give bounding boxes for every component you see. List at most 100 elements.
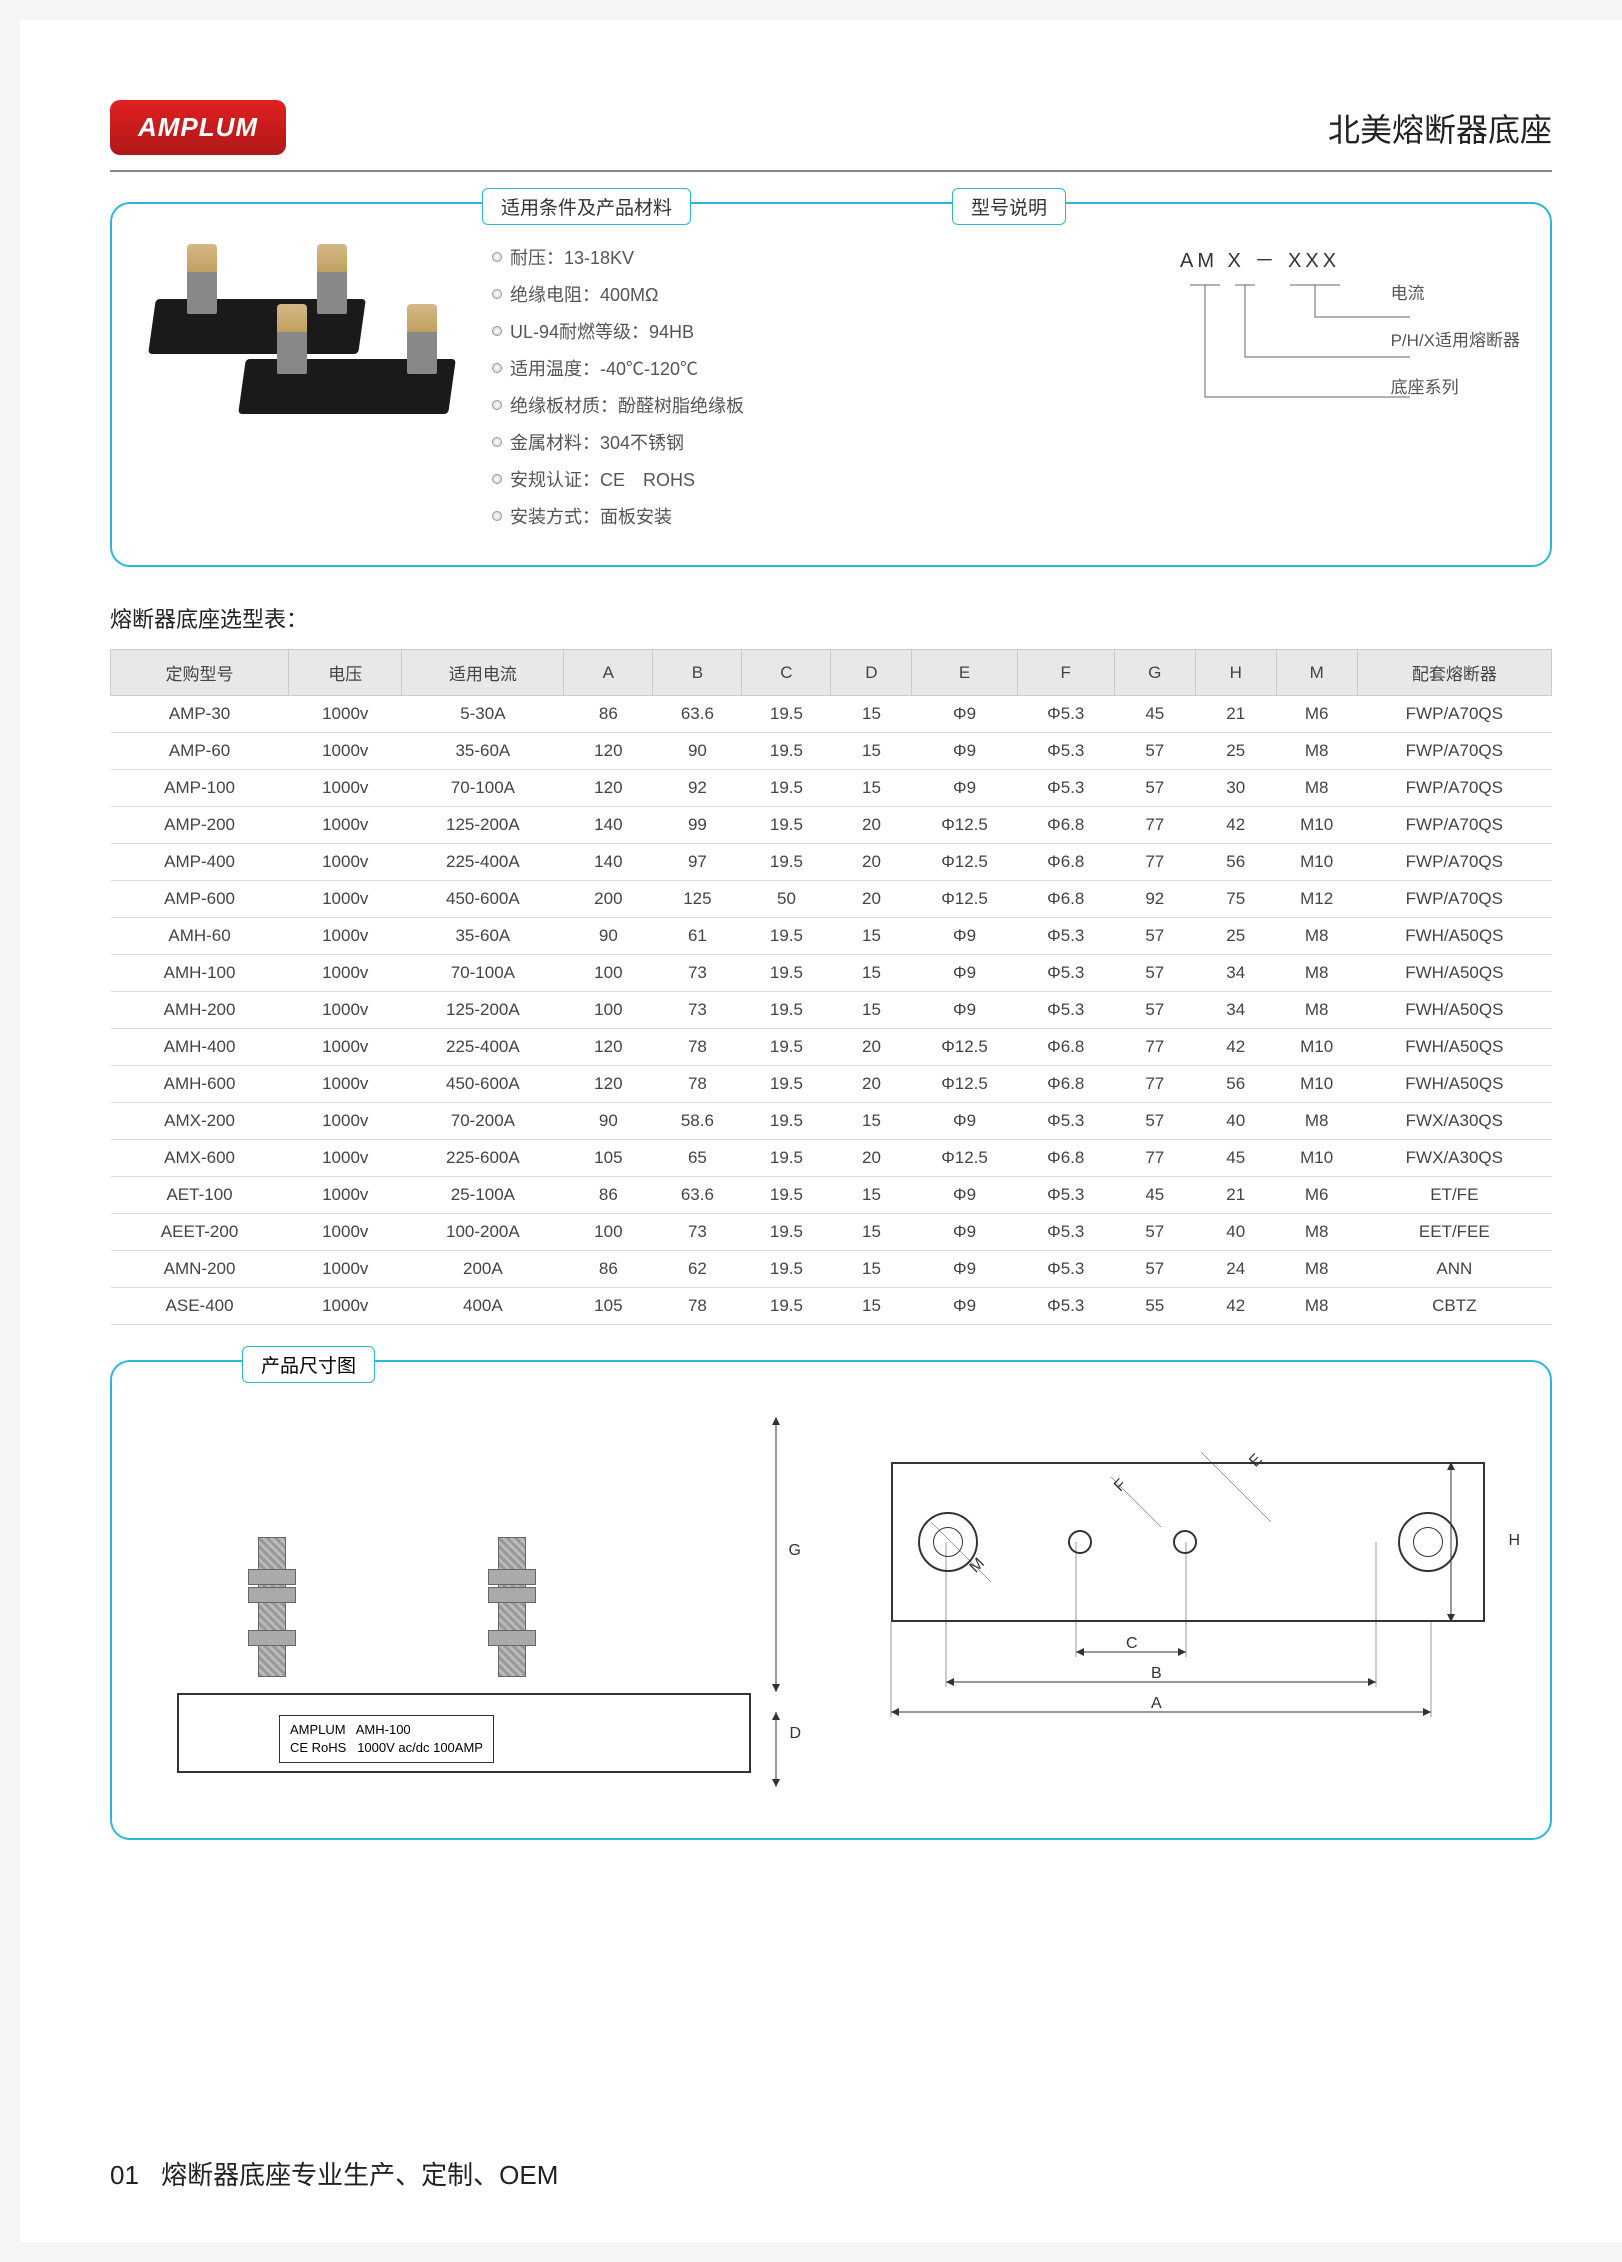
dim-letter-g: G <box>789 1542 801 1560</box>
bullet-icon <box>492 289 502 299</box>
spec-text: 安装方式：面板安装 <box>510 503 672 529</box>
table-cell: 100 <box>564 1214 653 1251</box>
table-cell: 57 <box>1114 770 1195 807</box>
bullet-icon <box>492 511 502 521</box>
table-cell: FWX/A30QS <box>1357 1140 1551 1177</box>
table-cell: 1000v <box>289 1251 402 1288</box>
table-cell: 1000v <box>289 992 402 1029</box>
table-cell: 5-30A <box>402 696 564 733</box>
table-cell: Φ5.3 <box>1017 1177 1114 1214</box>
table-cell: 40 <box>1195 1214 1276 1251</box>
dimension-label: 产品尺寸图 <box>242 1346 375 1383</box>
table-cell: 20 <box>831 1140 912 1177</box>
table-cell: AEET-200 <box>111 1214 289 1251</box>
table-cell: 1000v <box>289 1140 402 1177</box>
spec-text: 安规认证：CE ROHS <box>510 466 695 492</box>
table-cell: 450-600A <box>402 1066 564 1103</box>
table-cell: M8 <box>1276 1251 1357 1288</box>
table-row: AET-1001000v25-100A8663.619.515Φ9Φ5.3452… <box>111 1177 1552 1214</box>
table-header-cell: M <box>1276 650 1357 696</box>
table-cell: 25 <box>1195 918 1276 955</box>
brand-logo: AMPLUM <box>110 100 286 155</box>
table-row: AEET-2001000v100-200A1007319.515Φ9Φ5.357… <box>111 1214 1552 1251</box>
table-header-cell: 电压 <box>289 650 402 696</box>
table-cell: 90 <box>564 918 653 955</box>
table-cell: 19.5 <box>742 1288 831 1325</box>
table-cell: 19.5 <box>742 992 831 1029</box>
label-rating: 1000V ac/dc 100AMP <box>357 1740 483 1755</box>
table-cell: M8 <box>1276 733 1357 770</box>
spec-text: 绝缘电阻：400MΩ <box>510 281 658 307</box>
table-cell: FWP/A70QS <box>1357 696 1551 733</box>
table-header-cell: H <box>1195 650 1276 696</box>
spec-row: 安装方式：面板安装 <box>492 503 1150 529</box>
table-cell: 1000v <box>289 1103 402 1140</box>
table-cell: Φ9 <box>912 918 1017 955</box>
table-cell: 73 <box>653 955 742 992</box>
table-cell: 19.5 <box>742 1140 831 1177</box>
table-cell: 34 <box>1195 955 1276 992</box>
table-cell: Φ6.8 <box>1017 1029 1114 1066</box>
table-cell: 90 <box>653 733 742 770</box>
table-cell: 100 <box>564 992 653 1029</box>
spec-row: UL-94耐燃等级：94HB <box>492 318 1150 344</box>
table-title: 熔断器底座选型表： <box>110 602 1552 634</box>
table-cell: 20 <box>831 1066 912 1103</box>
table-cell: 56 <box>1195 1066 1276 1103</box>
table-cell: Φ9 <box>912 1103 1017 1140</box>
page-number: 01 <box>110 2160 139 2190</box>
table-cell: 57 <box>1114 955 1195 992</box>
table-row: ASE-4001000v400A1057819.515Φ9Φ5.35542M8C… <box>111 1288 1552 1325</box>
product-photo <box>142 229 462 449</box>
table-row: AMP-1001000v70-100A1209219.515Φ9Φ5.35730… <box>111 770 1552 807</box>
table-cell: 100 <box>564 955 653 992</box>
table-cell: Φ5.3 <box>1017 1214 1114 1251</box>
spec-text: 耐压：13-18KV <box>510 244 634 270</box>
table-cell: Φ5.3 <box>1017 696 1114 733</box>
table-header-cell: 配套熔断器 <box>1357 650 1551 696</box>
table-cell: 61 <box>653 918 742 955</box>
table-cell: 57 <box>1114 1103 1195 1140</box>
table-row: AMX-2001000v70-200A9058.619.515Φ9Φ5.3574… <box>111 1103 1552 1140</box>
table-body: AMP-301000v5-30A8663.619.515Φ9Φ5.34521M6… <box>111 696 1552 1325</box>
table-cell: M8 <box>1276 918 1357 955</box>
table-cell: 15 <box>831 1214 912 1251</box>
table-cell: FWP/A70QS <box>1357 807 1551 844</box>
table-cell: 40 <box>1195 1103 1276 1140</box>
table-cell: M10 <box>1276 1029 1357 1066</box>
table-cell: 57 <box>1114 1214 1195 1251</box>
table-cell: 50 <box>742 881 831 918</box>
table-row: AMH-4001000v225-400A1207819.520Φ12.5Φ6.8… <box>111 1029 1552 1066</box>
table-cell: AMP-200 <box>111 807 289 844</box>
table-cell: Φ9 <box>912 1288 1017 1325</box>
table-row: AMH-601000v35-60A906119.515Φ9Φ5.35725M8F… <box>111 918 1552 955</box>
table-cell: 73 <box>653 992 742 1029</box>
table-cell: 45 <box>1195 1140 1276 1177</box>
footer: 01 熔断器底座专业生产、定制、OEM <box>110 2155 558 2192</box>
table-cell: Φ5.3 <box>1017 733 1114 770</box>
table-cell: 25-100A <box>402 1177 564 1214</box>
table-cell: 25 <box>1195 733 1276 770</box>
table-cell: AET-100 <box>111 1177 289 1214</box>
table-cell: 42 <box>1195 1288 1276 1325</box>
spec-text: UL-94耐燃等级：94HB <box>510 318 694 344</box>
bullet-icon <box>492 437 502 447</box>
table-cell: Φ9 <box>912 1177 1017 1214</box>
spec-row: 金属材料：304不锈钢 <box>492 429 1150 455</box>
table-header-cell: A <box>564 650 653 696</box>
table-cell: M8 <box>1276 955 1357 992</box>
table-cell: Φ6.8 <box>1017 844 1114 881</box>
table-cell: 1000v <box>289 1288 402 1325</box>
table-cell: 21 <box>1195 1177 1276 1214</box>
table-cell: 105 <box>564 1288 653 1325</box>
table-cell: 15 <box>831 1251 912 1288</box>
table-cell: 86 <box>564 696 653 733</box>
page-title: 北美熔断器底座 <box>1328 105 1552 151</box>
dim-letter-b: B <box>1151 1665 1162 1683</box>
table-cell: CBTZ <box>1357 1288 1551 1325</box>
table-header-cell: 适用电流 <box>402 650 564 696</box>
table-cell: FWH/A50QS <box>1357 955 1551 992</box>
legend-current: 电流 <box>1391 279 1520 304</box>
table-cell: 1000v <box>289 807 402 844</box>
table-cell: 15 <box>831 733 912 770</box>
